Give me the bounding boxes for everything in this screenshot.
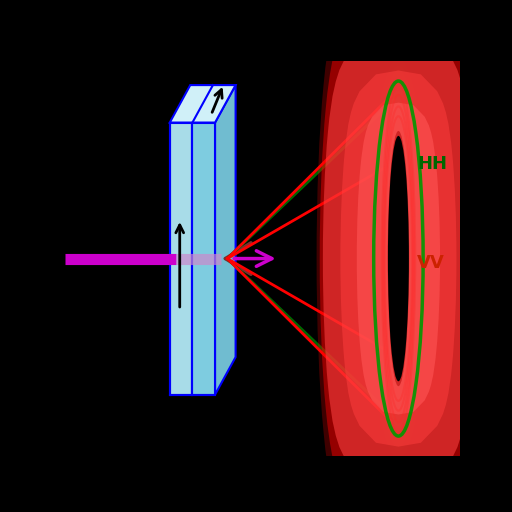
Ellipse shape — [388, 136, 409, 381]
Ellipse shape — [374, 91, 423, 426]
Ellipse shape — [371, 71, 426, 446]
Text: VV: VV — [417, 253, 445, 271]
Ellipse shape — [369, 54, 429, 463]
Ellipse shape — [369, 58, 428, 459]
Ellipse shape — [388, 131, 409, 386]
Polygon shape — [193, 122, 215, 395]
Polygon shape — [215, 85, 236, 395]
Ellipse shape — [371, 75, 425, 442]
Ellipse shape — [370, 67, 426, 451]
Ellipse shape — [370, 62, 427, 455]
Polygon shape — [170, 85, 236, 122]
Ellipse shape — [373, 82, 424, 435]
Text: HH: HH — [417, 155, 447, 173]
Ellipse shape — [373, 87, 423, 431]
Polygon shape — [170, 122, 193, 395]
Ellipse shape — [372, 78, 425, 439]
